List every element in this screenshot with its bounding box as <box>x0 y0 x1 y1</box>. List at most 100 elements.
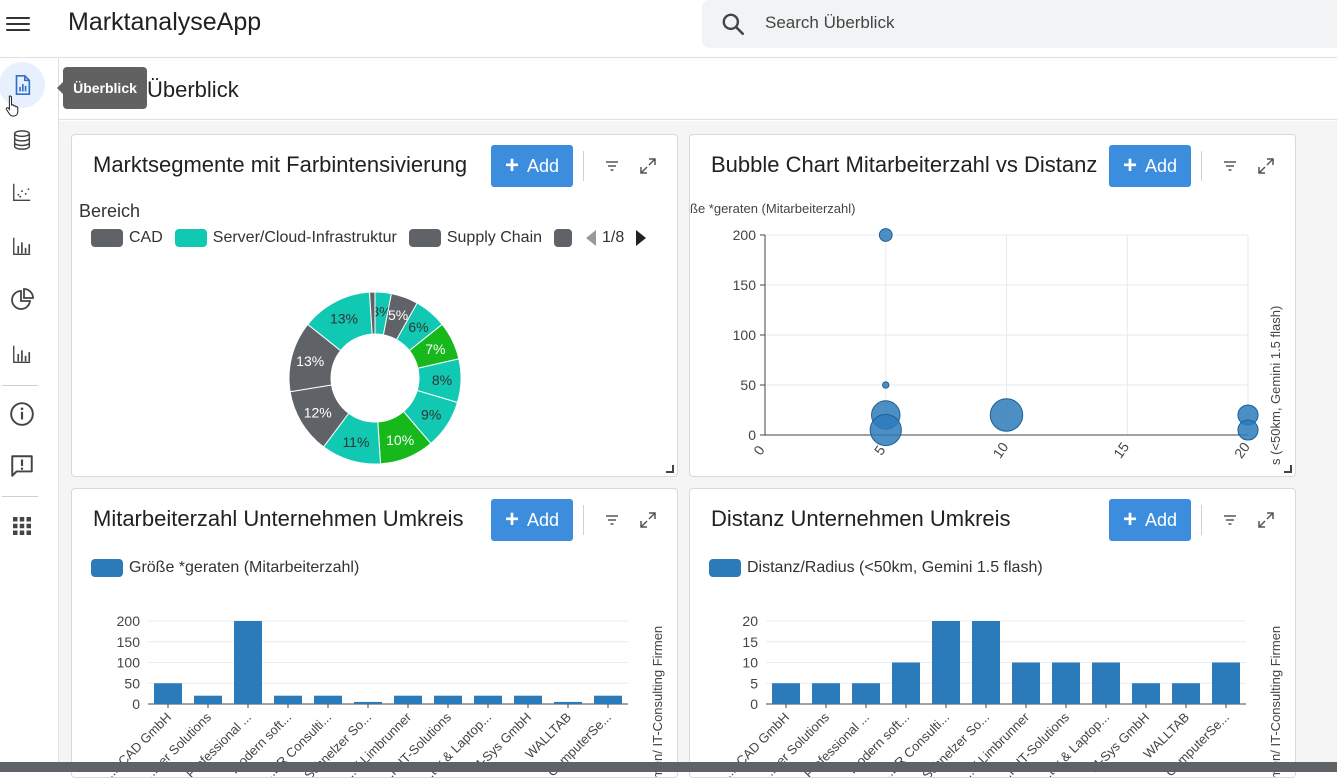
legend-prev-icon[interactable] <box>586 230 597 246</box>
bar <box>314 695 342 704</box>
bar <box>474 695 502 704</box>
bar <box>274 695 302 704</box>
bar <box>354 701 382 704</box>
bubble-point <box>882 381 890 389</box>
page-header <box>59 58 1337 120</box>
search-bar[interactable] <box>702 0 1337 48</box>
donut-slice-label: 6% <box>408 319 428 335</box>
y-tick-label: 20 <box>742 613 758 629</box>
bar <box>772 683 800 704</box>
bar <box>1132 683 1160 704</box>
expand-icon[interactable] <box>1256 156 1276 176</box>
y-tick-label: 0 <box>748 427 756 443</box>
donut-slice-label: 11% <box>342 434 369 450</box>
resize-handle[interactable] <box>666 465 674 473</box>
legend: Distanz/Radius (<50km, Gemini 1.5 flash) <box>709 557 1055 579</box>
legend-pager: 1/8 <box>586 229 647 247</box>
search-input[interactable] <box>765 9 1265 37</box>
filter-icon[interactable] <box>602 156 622 176</box>
expand-icon[interactable] <box>638 156 658 176</box>
donut-slice-label: 3% <box>371 303 391 319</box>
bar <box>1212 662 1240 704</box>
legend-item[interactable]: Größe *geraten (Mitarbeiterzahl) <box>91 559 359 577</box>
card-divider <box>1201 505 1202 535</box>
legend-item[interactable]: Server/Cloud-Infrastruktur <box>174 229 397 247</box>
legend-label: Distanz/Radius (<50km, Gemini 1.5 flash) <box>747 559 1043 576</box>
card-distance: Distanz Unternehmen Umkreis + Add Distanz… <box>689 488 1296 778</box>
add-label: Add <box>526 155 560 176</box>
sidebar-item-feedback[interactable] <box>0 444 44 488</box>
add-button[interactable]: + Add <box>491 145 573 187</box>
card-divider <box>1201 151 1202 181</box>
sidebar-item-apps[interactable] <box>0 504 44 548</box>
add-button[interactable]: + Add <box>1109 499 1191 541</box>
donut-slice <box>368 291 376 335</box>
donut-slice-label: 9% <box>421 407 441 423</box>
bar <box>812 683 840 704</box>
bar <box>194 695 222 704</box>
add-button[interactable]: + Add <box>491 499 573 541</box>
plus-icon: + <box>504 152 519 179</box>
legend-label: Supply Chain <box>446 229 543 246</box>
legend: Größe *geraten (Mitarbeiterzahl) <box>91 557 371 579</box>
legend-item[interactable]: Supply Chain <box>408 229 543 247</box>
donut-slice-label: 13% <box>330 311 358 327</box>
filter-icon[interactable] <box>1220 510 1240 530</box>
sidebar-item-report[interactable] <box>0 62 45 108</box>
sidebar-divider <box>2 385 38 386</box>
bar <box>852 683 880 704</box>
legend-label: Server/Cloud-Infrastruktur <box>212 229 397 246</box>
bar <box>154 683 182 704</box>
hand-cursor-icon <box>5 95 19 117</box>
x-tick-label: 15 <box>1110 439 1132 461</box>
x-tick-label: 10 <box>989 439 1011 461</box>
report-icon <box>15 75 31 95</box>
sidebar-item-info[interactable] <box>0 392 44 436</box>
legend-next-icon[interactable] <box>636 230 647 246</box>
sidebar-border <box>58 58 59 772</box>
sidebar-item-scatter[interactable] <box>0 170 44 214</box>
donut-slice-label: 8% <box>432 372 452 388</box>
database-icon <box>13 130 31 150</box>
resize-handle[interactable] <box>1284 465 1292 473</box>
expand-icon[interactable] <box>638 510 658 530</box>
donut-chart: 3%5%6% 7% 8% 9% 10% 11% 12% 13% 13% <box>288 291 462 465</box>
sidebar <box>0 58 45 772</box>
add-label: Add <box>526 509 560 530</box>
legend-item[interactable]: CAD <box>91 229 163 247</box>
bar <box>394 695 422 704</box>
y-tick-label: 100 <box>733 327 757 343</box>
y-tick-label: 10 <box>742 655 758 671</box>
y-tick-label: 50 <box>124 675 140 691</box>
donut-slice-label: 10% <box>386 432 414 448</box>
card-title: Mitarbeiterzahl Unternehmen Umkreis <box>93 506 464 531</box>
bar <box>1092 662 1120 704</box>
card-title: Bubble Chart Mitarbeiterzahl vs Distanz <box>711 152 1098 177</box>
bubble-chart: ße *geraten (Mitarbeiterzahl)05010015020… <box>690 201 1283 465</box>
y-tick-label: 5 <box>750 675 758 691</box>
sidebar-item-database[interactable] <box>0 118 44 162</box>
expand-icon[interactable] <box>1256 510 1276 530</box>
x-tick-label: 20 <box>1231 439 1253 461</box>
bar <box>1012 662 1040 704</box>
legend: CAD Server/Cloud-Infrastruktur Supply Ch… <box>91 227 647 249</box>
right-axis-label: men/ IT-Consulting Firmen <box>1268 626 1283 778</box>
x-tick-label: 0 <box>750 442 768 458</box>
right-axis-label: s (<50km, Gemini 1.5 flash) <box>1268 306 1283 465</box>
filter-icon[interactable] <box>602 510 622 530</box>
search-icon[interactable] <box>720 11 746 37</box>
sidebar-item-bar-chart-2[interactable] <box>0 332 44 376</box>
bottom-scrollbar[interactable] <box>0 762 1337 772</box>
menu-icon[interactable] <box>6 13 30 33</box>
y-tick-label: 200 <box>117 613 141 629</box>
bubble-point <box>869 413 902 447</box>
filter-icon[interactable] <box>1220 156 1240 176</box>
legend-item[interactable]: Distanz/Radius (<50km, Gemini 1.5 flash) <box>709 559 1043 577</box>
add-button[interactable]: + Add <box>1109 145 1191 187</box>
sidebar-item-pie-chart[interactable] <box>0 278 44 322</box>
donut-slice-label: 5% <box>388 307 408 323</box>
bar <box>234 621 262 704</box>
add-label: Add <box>1144 155 1178 176</box>
sidebar-item-bar-chart[interactable] <box>0 224 44 268</box>
